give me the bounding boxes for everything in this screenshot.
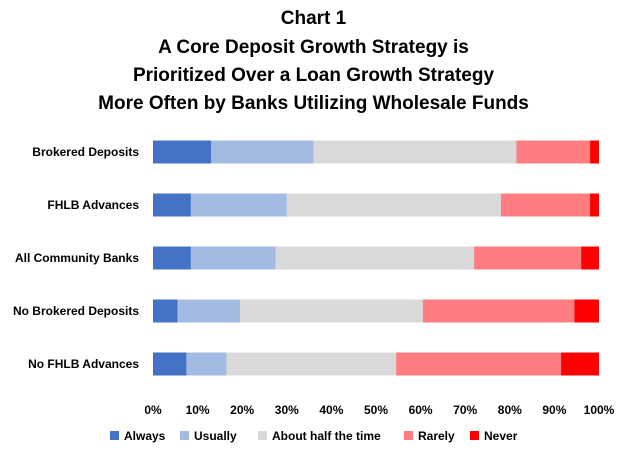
- category-label: FHLB Advances: [47, 198, 139, 212]
- legend-label: About half the time: [272, 429, 381, 443]
- bar-segment: [190, 193, 287, 217]
- category-label: Brokered Deposits: [32, 145, 139, 159]
- bar-segment: [153, 299, 178, 323]
- chart-title-line-2: A Core Deposit Growth Strategy is: [158, 37, 469, 58]
- category-label: No FHLB Advances: [28, 357, 139, 371]
- legend-label: Rarely: [418, 429, 455, 443]
- bar-segment: [474, 246, 582, 270]
- legend-label: Always: [124, 429, 166, 443]
- bar-segment: [422, 299, 575, 323]
- bar-segment: [590, 193, 599, 217]
- legend-label: Usually: [194, 429, 237, 443]
- bar-segment: [286, 193, 501, 217]
- chart-title-line-1: Chart 1: [280, 8, 347, 29]
- x-tick-label: 80%: [498, 403, 522, 417]
- bar-segment: [153, 140, 211, 164]
- bar-segment: [581, 246, 599, 270]
- x-tick-label: 40%: [319, 403, 343, 417]
- x-tick-label: 30%: [275, 403, 299, 417]
- chart-title-line-4: More Often by Banks Utilizing Wholesale …: [98, 93, 529, 114]
- bar-segment: [574, 299, 599, 323]
- bar-segment: [239, 299, 423, 323]
- bar-segment: [153, 246, 191, 270]
- x-tick-label: 90%: [542, 403, 566, 417]
- legend-swatch: [110, 431, 119, 440]
- bar-segment: [313, 140, 517, 164]
- legend-swatch: [258, 431, 267, 440]
- legend-label: Never: [484, 429, 518, 443]
- category-label: No Brokered Deposits: [13, 304, 139, 318]
- bar-segment: [186, 352, 227, 376]
- x-tick-label: 50%: [364, 403, 388, 417]
- bar-segment: [590, 140, 599, 164]
- bar-segment: [396, 352, 562, 376]
- bar-segment: [190, 246, 276, 270]
- x-tick-label: 20%: [230, 403, 254, 417]
- x-tick-label: 70%: [453, 403, 477, 417]
- bar-segment: [500, 193, 591, 217]
- bar-segment: [561, 352, 599, 376]
- x-tick-label: 0%: [144, 403, 162, 417]
- bar-segment: [210, 140, 314, 164]
- x-tick-label: 60%: [409, 403, 433, 417]
- bar-segment: [153, 193, 191, 217]
- bar-segment: [516, 140, 591, 164]
- chart-title-line-3: Prioritized Over a Loan Growth Strategy: [132, 65, 495, 86]
- legend-swatch: [180, 431, 189, 440]
- bar-segment: [275, 246, 475, 270]
- category-label: All Community Banks: [15, 251, 139, 265]
- x-tick-label: 10%: [186, 403, 210, 417]
- x-tick-label: 100%: [584, 403, 615, 417]
- bar-segment: [177, 299, 240, 323]
- bar-segment: [153, 352, 187, 376]
- bar-segment: [226, 352, 397, 376]
- legend-swatch: [470, 431, 479, 440]
- legend-swatch: [404, 431, 413, 440]
